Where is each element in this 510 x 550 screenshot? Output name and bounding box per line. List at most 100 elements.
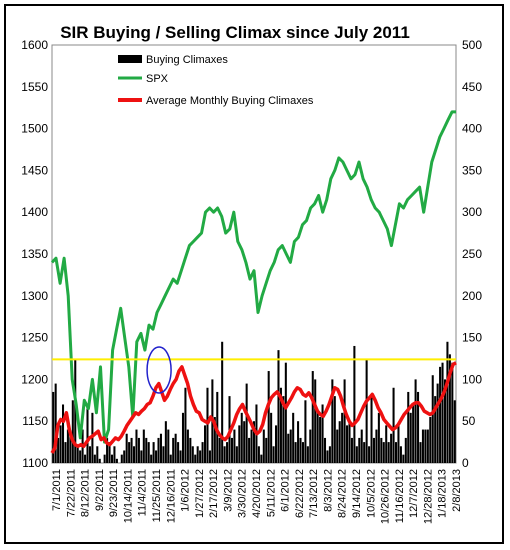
buying-climax-bar — [238, 425, 241, 463]
buying-climax-bar — [365, 358, 368, 463]
x-axis-tick-label: 12/28/2012 — [422, 469, 434, 524]
buying-climax-bar — [350, 437, 353, 463]
buying-climax-bar — [301, 442, 304, 463]
buying-climax-bar — [353, 345, 356, 463]
x-axis-tick-label: 9/14/2012 — [351, 469, 363, 518]
buying-climax-bar — [294, 442, 297, 463]
buying-climax-bar — [443, 379, 447, 463]
buying-climax-bar — [394, 442, 398, 463]
buying-climax-bar — [390, 433, 393, 463]
buying-climax-bar — [142, 429, 145, 463]
buying-climax-bar — [292, 412, 295, 463]
buying-climax-bar — [267, 371, 270, 463]
left-axis-tick-label: 1450 — [21, 163, 48, 177]
legend: Buying Climaxes SPX Average Monthly Buyi… — [118, 54, 314, 107]
buying-climax-bar — [424, 429, 427, 463]
buying-climax-bar — [270, 412, 273, 463]
buying-climax-bar — [321, 404, 324, 463]
buying-climax-bar — [316, 412, 319, 463]
buying-climax-bar — [446, 341, 449, 463]
buying-climax-bar — [233, 429, 236, 463]
buying-climax-bar — [59, 425, 62, 463]
right-axis-tick-label: 100 — [462, 372, 482, 386]
x-axis-tick-label: 3/30/2012 — [237, 469, 249, 518]
buying-climax-bar — [245, 383, 248, 463]
buying-climax-bar — [115, 458, 118, 463]
buying-climax-bar — [284, 362, 287, 463]
buying-climax-bar — [382, 442, 385, 463]
buying-climax-bar — [110, 454, 114, 463]
buying-climax-bar — [336, 429, 339, 463]
x-axis-tick-label: 1/27/2012 — [194, 469, 206, 518]
buying-climax-bar — [385, 425, 388, 463]
buying-climax-bar — [191, 446, 194, 463]
buying-climax-bar — [123, 450, 126, 463]
left-axis-tick-label: 1250 — [21, 331, 48, 345]
buying-climax-bar — [375, 429, 378, 463]
x-axis-ticks: 7/1/2011 7/22/2011 8/12/2011 9/2/2011 9/23/2… — [51, 469, 463, 524]
buying-climax-bar — [368, 446, 371, 463]
buying-climax-bar — [120, 454, 123, 463]
buying-climax-bar — [125, 433, 128, 463]
buying-climax-bar — [137, 437, 140, 463]
buying-climax-bar — [275, 425, 278, 463]
right-axis-tick-label: 400 — [462, 122, 482, 136]
legend-label-buying-climaxes: Buying Climaxes — [146, 54, 228, 66]
buying-climax-bar — [235, 446, 238, 463]
buying-climax-bar — [279, 387, 282, 463]
x-axis-tick-label: 9/2/2011 — [94, 469, 106, 511]
buying-climax-bar — [311, 371, 314, 463]
buying-climax-bar — [451, 362, 454, 463]
buying-climax-bar — [184, 387, 187, 463]
buying-climax-bar — [304, 400, 307, 463]
buying-climax-bar — [402, 454, 405, 463]
buying-climax-bar — [159, 433, 162, 463]
buying-climax-bar — [128, 442, 131, 463]
buying-climax-bar — [113, 446, 116, 463]
buying-climax-bar — [243, 421, 246, 463]
buying-climax-bar — [431, 375, 434, 463]
buying-climax-bar — [272, 446, 275, 463]
buying-climax-bar — [240, 412, 243, 463]
buying-climax-bar — [319, 417, 322, 463]
x-axis-tick-label: 1/6/2012 — [180, 469, 192, 512]
buying-climax-bar — [370, 396, 373, 463]
buying-climax-bar — [338, 421, 341, 463]
buying-climax-bar — [289, 429, 292, 463]
legend-label-spx: SPX — [146, 73, 169, 85]
buying-climax-bar — [426, 429, 429, 463]
x-axis-tick-label: 10/5/2012 — [365, 469, 377, 518]
buying-climax-bar — [177, 442, 180, 463]
x-axis-tick-label: 11/16/2012 — [394, 469, 406, 523]
left-axis-tick-label: 1150 — [22, 414, 48, 428]
buying-climax-bar — [57, 437, 60, 463]
x-axis-tick-label: 1/18/2013 — [437, 469, 449, 518]
buying-climax-bar — [407, 391, 410, 463]
buying-climax-bar — [52, 391, 55, 463]
buying-climax-bar — [287, 433, 290, 463]
buying-climax-bar — [86, 404, 89, 463]
buying-climax-bar — [387, 442, 390, 463]
buying-climax-bar — [412, 404, 415, 463]
buying-climax-bar — [145, 437, 148, 463]
buying-climax-bar — [140, 450, 143, 463]
buying-climax-bar — [360, 429, 363, 463]
buying-climax-bar — [206, 387, 209, 463]
buying-climax-bar — [282, 396, 285, 463]
buying-climax-bar — [169, 454, 172, 463]
buying-climax-bar — [133, 446, 136, 463]
buying-climax-bar — [61, 404, 65, 463]
buying-climax-bar — [343, 379, 346, 463]
buying-climax-bar — [196, 446, 199, 463]
x-axis-tick-label: 3/9/2012 — [222, 469, 234, 512]
buying-climax-bar — [106, 437, 109, 463]
left-axis-ticks: 1100 1150 1200 1250 1300 1350 1400 1450 1500 1550… — [21, 38, 48, 470]
buying-climax-bar — [333, 396, 336, 463]
buying-climax-bar — [277, 350, 280, 463]
buying-climax-bar — [157, 437, 160, 463]
x-axis-tick-label: 11/4/2011 — [137, 469, 149, 516]
buying-climax-bar — [252, 421, 256, 463]
buying-climax-bar — [257, 446, 260, 463]
spx-line — [50, 110, 456, 444]
buying-climax-bar — [208, 450, 211, 463]
